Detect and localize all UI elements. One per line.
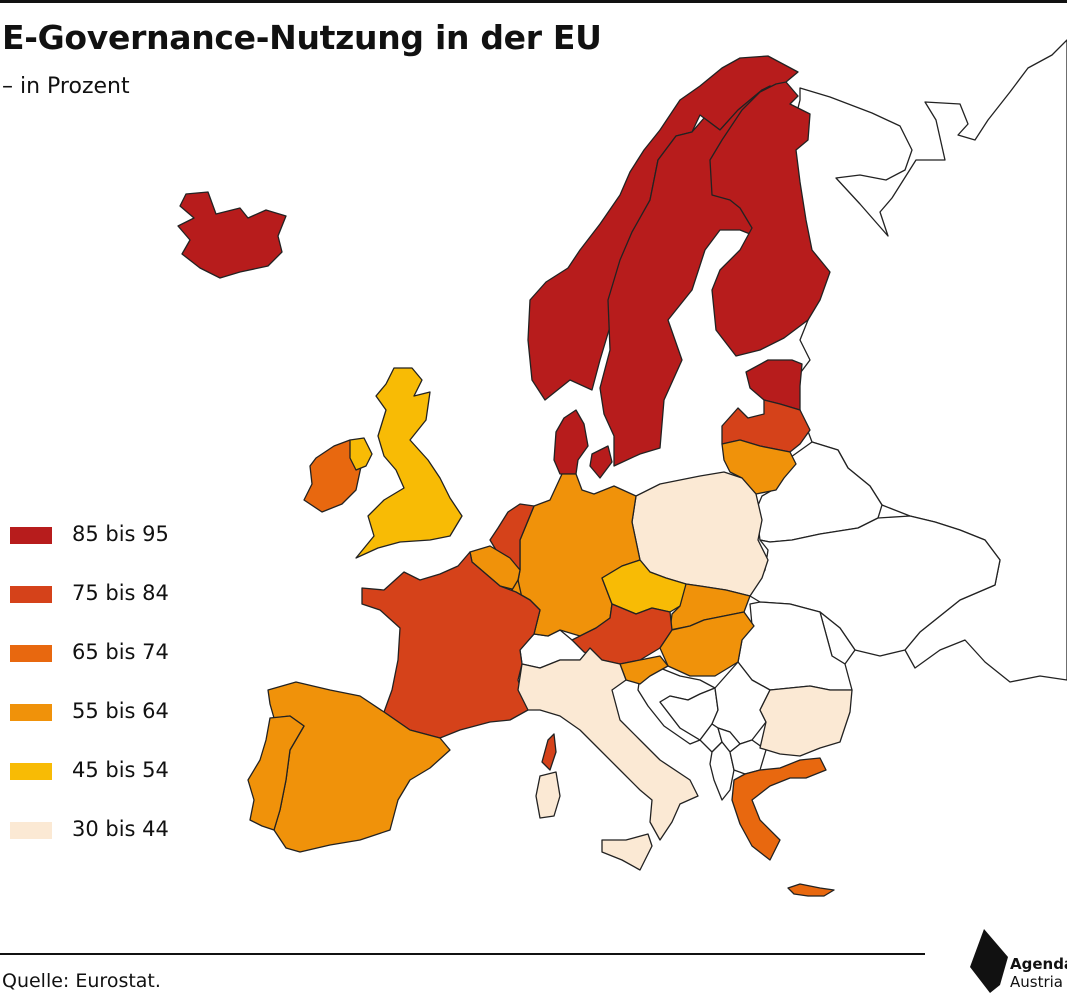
region-denmark <box>553 409 613 479</box>
legend-swatch <box>10 704 52 721</box>
legend-item-65-74: 65 bis 74 <box>10 640 230 664</box>
region-sicily <box>601 833 653 871</box>
source-note: Quelle: Eurostat. <box>2 970 161 992</box>
legend-swatch <box>10 645 52 662</box>
region-northern-ireland <box>349 437 373 471</box>
region-iceland <box>177 191 287 279</box>
region-portugal <box>247 715 305 831</box>
page-title: E-Governance-Nutzung in der EU <box>2 18 602 57</box>
legend-item-55-64: 55 bis 64 <box>10 699 230 723</box>
bottom-rule <box>0 953 925 955</box>
legend-label: 45 bis 54 <box>72 758 169 782</box>
legend-item-30-44: 30 bis 44 <box>10 817 230 841</box>
legend-label: 85 bis 95 <box>72 522 169 546</box>
region-bulgaria <box>759 685 853 757</box>
logo-word-agenda: Agenda <box>1010 955 1067 973</box>
page-subtitle: – in Prozent <box>2 74 130 99</box>
logo-shape-icon <box>970 929 1008 993</box>
region-greece <box>731 757 827 861</box>
region-united-kingdom <box>355 367 463 559</box>
region-slovenia <box>619 655 669 685</box>
region-finland <box>709 81 831 357</box>
agenda-austria-logo: Agenda Austria <box>968 925 1067 1000</box>
region-ireland <box>303 439 363 513</box>
legend-swatch <box>10 763 52 780</box>
region-lithuania <box>721 439 797 495</box>
legend-item-75-84: 75 bis 84 <box>10 581 230 605</box>
legend-label: 30 bis 44 <box>72 817 169 841</box>
region-north-macedonia <box>729 739 767 775</box>
region-estonia <box>745 359 803 411</box>
region-corsica <box>541 733 557 771</box>
region-sardinia <box>535 771 561 819</box>
legend-swatch <box>10 527 52 544</box>
legend-label: 65 bis 74 <box>72 640 169 664</box>
legend-label: 75 bis 84 <box>72 581 169 605</box>
top-rule <box>0 0 1067 3</box>
logo-word-austria: Austria <box>1010 973 1063 991</box>
region-albania <box>709 741 735 801</box>
legend-item-45-54: 45 bis 54 <box>10 758 230 782</box>
legend-label: 55 bis 64 <box>72 699 169 723</box>
region-italy <box>517 647 699 841</box>
region-crete <box>787 883 835 897</box>
legend-swatch <box>10 822 52 839</box>
legend-item-85-95: 85 bis 95 <box>10 522 230 546</box>
legend-swatch <box>10 586 52 603</box>
